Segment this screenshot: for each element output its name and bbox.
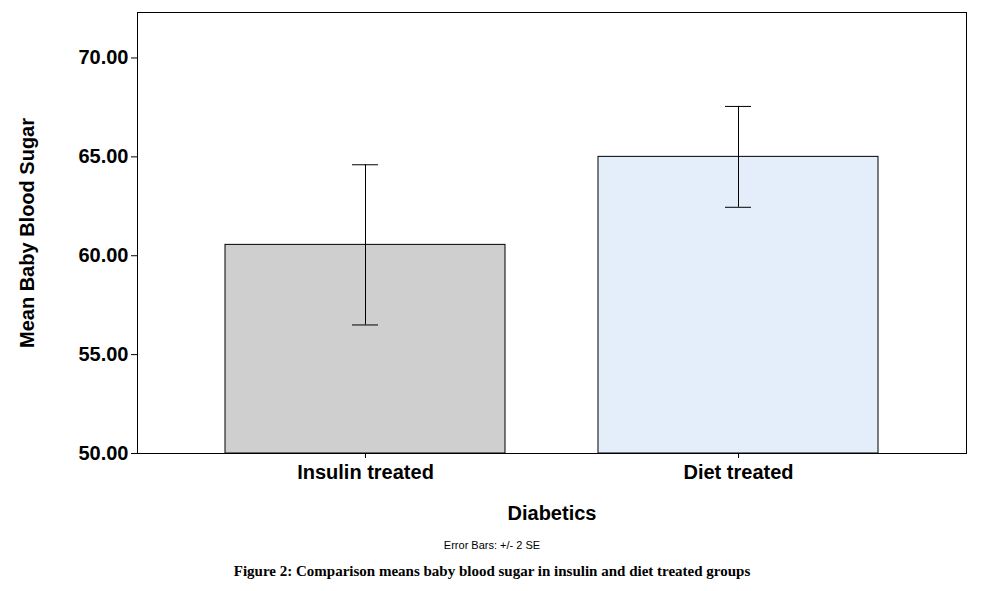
- html-text:Error Bars: +/- 2 SE: Error Bars: +/- 2 SE: [443, 539, 541, 551]
- svg-text:Diabetics: Diabetics: [508, 502, 597, 524]
- svg-text:50.00: 50.00: [78, 442, 128, 464]
- svg-text:65.00: 65.00: [78, 145, 128, 167]
- html-text:Figure 2: Comparison means bab: Figure 2: Comparison means baby blood su…: [233, 563, 751, 579]
- svg-text:70.00: 70.00: [78, 46, 128, 68]
- svg-text:Diet treated: Diet treated: [683, 461, 793, 483]
- svg-text:Mean Baby Blood Sugar: Mean Baby Blood Sugar: [16, 118, 38, 348]
- svg-text:60.00: 60.00: [78, 244, 128, 266]
- svg-text:55.00: 55.00: [78, 343, 128, 365]
- svg-text:Insulin treated: Insulin treated: [297, 461, 434, 483]
